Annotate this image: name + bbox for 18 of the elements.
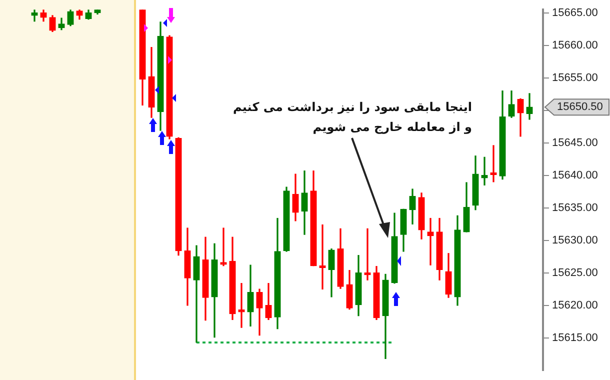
candlestick (481, 156, 488, 186)
y-tick-label: 15665.00 (552, 6, 598, 19)
annotation: و از معامله خارج می شویم (312, 120, 472, 134)
y-tick-label: 15630.00 (552, 234, 598, 246)
y-tick-label: 15625.00 (552, 266, 598, 279)
y-tick-label: 15635.00 (552, 202, 598, 214)
y-tick-label: 15655.00 (552, 72, 598, 84)
candlestick (427, 218, 434, 266)
text: 15650.50 (557, 101, 603, 114)
y-tick-label: 15640.00 (552, 169, 598, 182)
y-tick-label: 15620.00 (552, 299, 598, 312)
annotation: اینجا مابقی سود را نیز برداشت می کنیم (232, 100, 472, 114)
y-tick-label: 15645.00 (552, 136, 598, 149)
candlestick (220, 228, 227, 266)
candlestick (193, 245, 200, 343)
candlestick (526, 93, 533, 120)
y-tick-label: 15660.00 (552, 39, 598, 52)
y-tick-label: 15615.00 (552, 332, 598, 344)
